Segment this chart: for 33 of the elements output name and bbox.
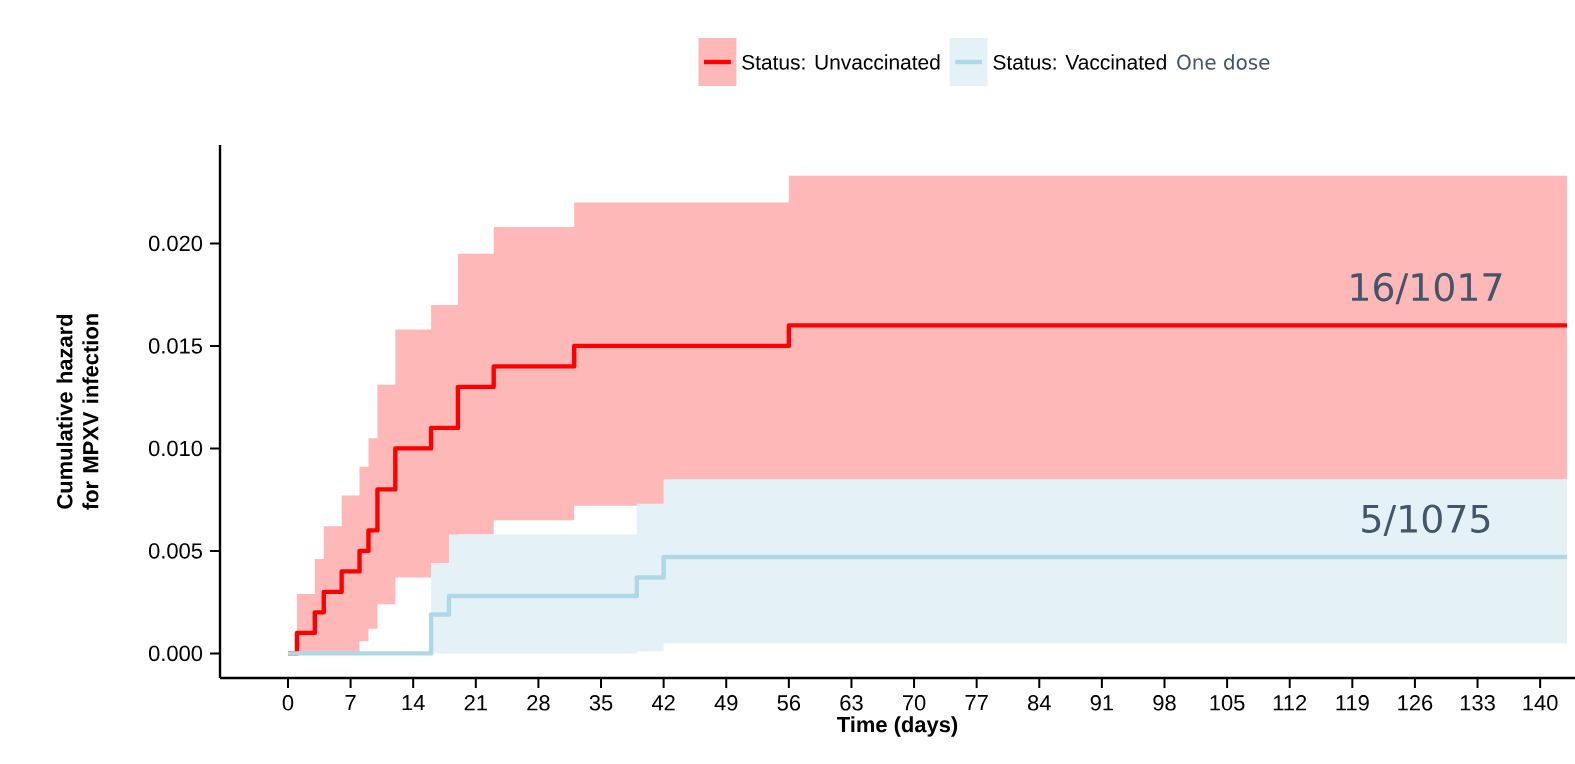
x-tick-label: 91 [1090,695,1114,711]
x-tick-label: 133 [1460,695,1495,711]
annotation: 16/1017 [1351,272,1502,305]
x-tick-label: 70 [903,695,926,711]
x-tick-label: 140 [1523,695,1558,711]
y-tick-label: 0.000 [148,645,203,662]
x-tick-label: 98 [1153,695,1176,711]
x-tick-label: 63 [840,695,863,711]
x-tick-label: 77 [965,695,988,711]
x-tick-label: 0 [282,695,294,711]
text: One dose [1177,54,1270,70]
x-axis-title: Time (days) [837,716,958,737]
x-tick-label: 14 [402,695,425,711]
x-tick-label: 49 [714,695,738,711]
y-tick-label: 0.015 [148,338,203,354]
annotation: 5/1075 [1362,504,1490,536]
y-tick-label: 0.005 [148,543,203,559]
x-tick-label: 112 [1273,695,1307,711]
legend-label: Status: Vaccinated [993,54,1166,70]
x-tick-label: 7 [345,695,356,711]
x-tick-label: 105 [1210,695,1245,711]
x-tick-label: 84 [1028,695,1051,711]
x-tick-label: 119 [1336,695,1369,711]
x-tick-label: 42 [651,695,675,711]
y-tick-label: 0.020 [148,235,203,252]
legend-label: Status: Unvaccinated [742,54,940,70]
x-tick-label: 126 [1398,695,1433,711]
x-tick-label: 35 [589,695,613,711]
x-tick-label: 28 [527,695,550,711]
x-tick-label: 56 [777,695,801,711]
y-axis-title: Cumulative hazard for MPXV infection [56,314,99,510]
y-tick-label: 0.010 [148,440,203,457]
x-tick-label: 21 [464,695,487,711]
